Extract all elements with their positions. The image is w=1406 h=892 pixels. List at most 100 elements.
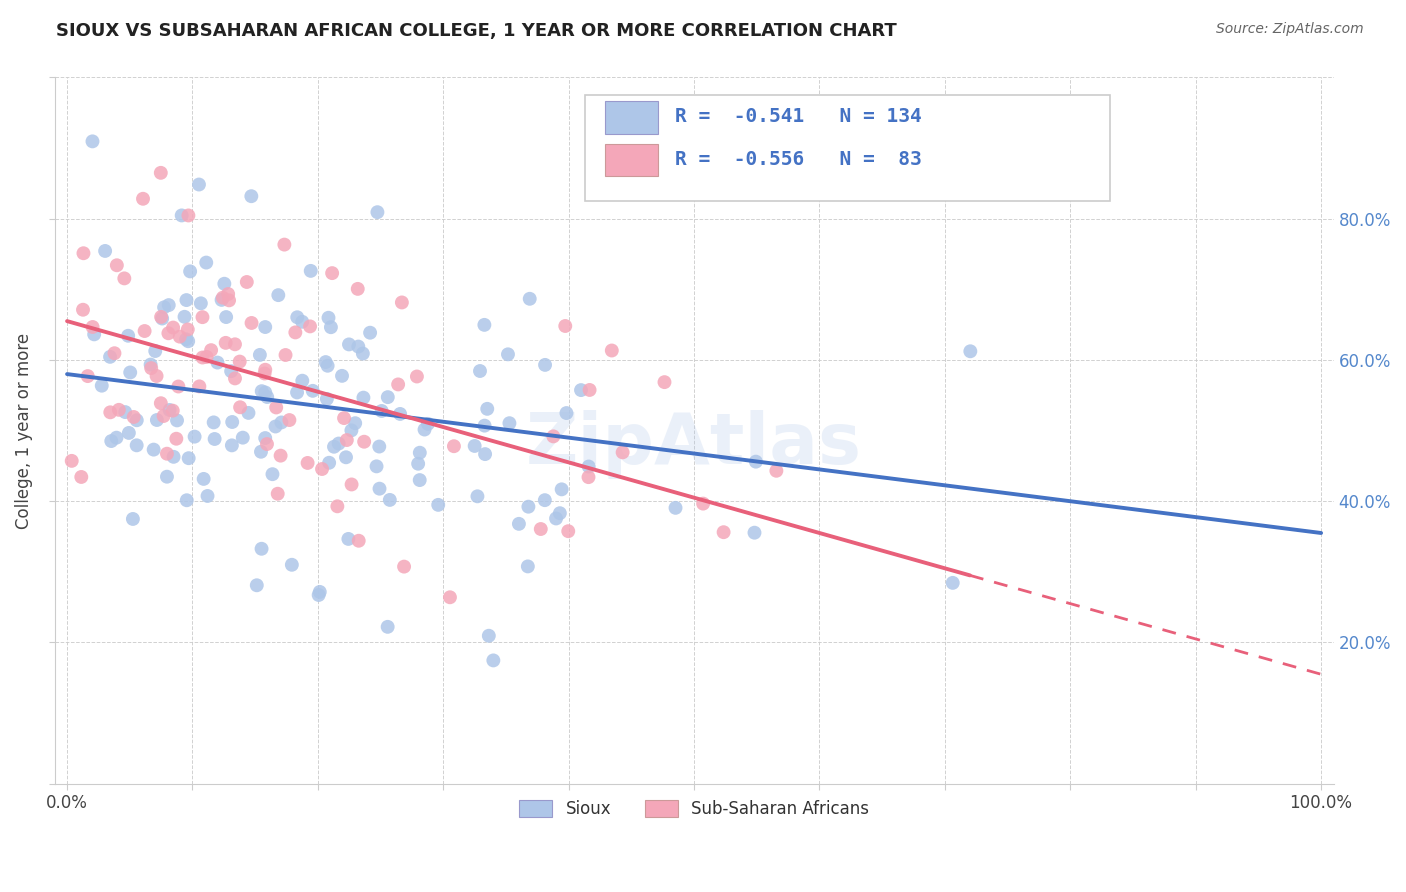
Point (254, 385, 277, 400)
Point (569, 383, 592, 397)
Point (114, 405, 136, 419)
Point (519, 292, 541, 306)
Point (152, 409, 174, 423)
Point (318, 456, 340, 470)
Point (72, 302, 94, 317)
Point (240, 316, 263, 330)
Point (330, 368, 353, 383)
FancyBboxPatch shape (605, 144, 658, 177)
Point (120, 366, 142, 380)
Point (474, 447, 496, 461)
Point (82, 320, 104, 334)
Point (496, 347, 519, 361)
Point (377, 620, 399, 634)
Point (146, 413, 169, 427)
Point (72, 246, 94, 260)
Point (262, 467, 284, 482)
Point (508, 516, 530, 531)
Point (353, 434, 375, 449)
Point (299, 264, 322, 278)
Text: R =  -0.556   N =  83: R = -0.556 N = 83 (675, 150, 922, 169)
Point (246, 578, 269, 592)
Point (464, 439, 486, 453)
Point (176, 493, 198, 508)
Point (236, 275, 259, 289)
Point (326, 500, 349, 514)
Point (150, 310, 173, 324)
Point (409, 473, 432, 487)
Point (162, 320, 184, 334)
Point (217, 287, 239, 301)
Point (578, 383, 600, 397)
Point (218, 293, 240, 308)
Point (370, 404, 392, 418)
Point (664, 500, 686, 515)
Point (427, 498, 450, 512)
Point (142, 442, 165, 457)
Point (162, 403, 184, 417)
Point (366, 459, 388, 474)
Point (122, 512, 145, 526)
Point (517, 500, 540, 514)
Point (392, 559, 415, 574)
Point (281, 558, 304, 572)
Point (413, 423, 436, 437)
Point (368, 440, 391, 454)
Point (534, 493, 557, 508)
Y-axis label: College, 1 year or more: College, 1 year or more (15, 333, 32, 529)
Point (76, 369, 98, 384)
Point (340, 423, 363, 437)
Point (270, 449, 292, 463)
Point (285, 385, 308, 400)
Point (254, 431, 277, 445)
Point (191, 351, 214, 365)
Point (215, 310, 238, 324)
Point (177, 451, 200, 466)
Point (117, 328, 139, 343)
Point (439, 591, 461, 605)
Point (333, 411, 356, 425)
Point (264, 419, 287, 434)
Point (98, 405, 121, 419)
Point (204, 432, 226, 446)
Point (534, 358, 557, 372)
Point (291, 315, 314, 329)
Point (336, 433, 359, 447)
Point (169, 329, 191, 343)
Point (183, 429, 205, 443)
Point (406, 369, 429, 384)
Point (195, 350, 218, 364)
Point (654, 375, 676, 389)
Text: SIOUX VS SUBSAHARAN AFRICAN COLLEGE, 1 YEAR OR MORE CORRELATION CHART: SIOUX VS SUBSAHARAN AFRICAN COLLEGE, 1 Y… (56, 22, 897, 40)
Point (118, 425, 141, 440)
Point (179, 264, 201, 278)
Point (337, 532, 360, 546)
Point (443, 439, 465, 453)
Point (176, 293, 198, 307)
Point (267, 288, 290, 302)
Point (105, 258, 128, 272)
Point (197, 489, 219, 503)
Point (165, 432, 187, 446)
Point (321, 266, 343, 280)
Point (543, 429, 565, 443)
Point (149, 396, 172, 410)
Point (368, 482, 391, 496)
Point (173, 310, 195, 324)
Point (389, 407, 412, 421)
Point (377, 390, 399, 404)
Point (177, 209, 200, 223)
FancyBboxPatch shape (605, 102, 658, 134)
Point (191, 310, 214, 325)
Point (359, 326, 381, 340)
Point (267, 487, 290, 501)
Point (264, 401, 287, 415)
Point (346, 282, 368, 296)
Point (474, 318, 496, 332)
Point (250, 384, 273, 399)
Point (578, 459, 600, 474)
Point (157, 326, 180, 341)
Point (474, 418, 496, 433)
Point (100, 434, 122, 448)
Point (232, 431, 254, 445)
